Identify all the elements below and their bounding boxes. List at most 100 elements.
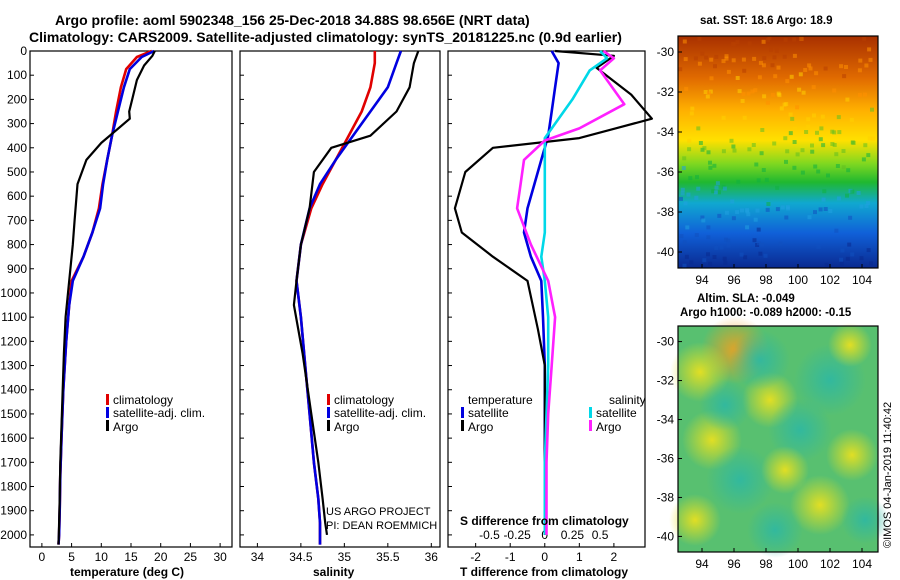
series-line-argo-salinity- (515, 49, 626, 535)
sst-speckle-cell (784, 159, 788, 164)
sla-blob (747, 502, 803, 558)
lon-tick-label: 98 (759, 273, 773, 287)
depth-tick-label: 1000 (0, 286, 27, 300)
legend-satellite-swatch (106, 407, 109, 418)
sst-speckle-cell (800, 170, 805, 175)
sst-speckle-cell (682, 39, 687, 44)
sst-speckle-cell (708, 165, 713, 170)
sst-speckle-cell (845, 193, 849, 198)
sst-speckle-cell (849, 117, 854, 122)
lat-tick-label: -40 (657, 245, 675, 259)
sst-speckle-cell (759, 151, 764, 156)
x2-tick-label: -0.25 (503, 528, 531, 542)
sst-speckle-cell (746, 212, 751, 217)
lat-tick-label: -38 (657, 205, 675, 219)
sst-speckle-cell (683, 201, 688, 206)
sst-speckle-cell (818, 207, 823, 212)
depth-tick-label: 1300 (0, 359, 27, 373)
sst-map-title: sat. SST: 18.6 Argo: 18.9 (700, 15, 833, 27)
sst-speckle-cell (717, 213, 722, 218)
sst-speckle-cell (750, 89, 755, 94)
sst-speckle-cell (774, 48, 779, 53)
lon-tick-label: 96 (727, 273, 741, 287)
temperature-xlabel: temperature (deg C) (70, 565, 184, 579)
x-tick-label: 35 (338, 550, 352, 564)
credit-line2: PI: DEAN ROEMMICH (326, 520, 437, 532)
sst-speckle-cell (806, 124, 811, 129)
sst-speckle-cell (811, 85, 816, 90)
legend-argo-swatch (106, 420, 109, 431)
sst-speckle-cell (708, 261, 713, 266)
sst-speckle-cell (726, 238, 731, 243)
sst-speckle-cell (706, 150, 711, 155)
diff-legend-sal-argo-label: Argo (596, 420, 622, 434)
sst-speckle-cell (821, 143, 826, 148)
sst-speckle-cell (680, 191, 685, 196)
x-tick-label: 20 (154, 550, 168, 564)
sst-speckle-cell (760, 128, 765, 132)
sst-speckle-cell (697, 61, 702, 66)
sst-speckle-cell (816, 169, 821, 174)
sst-speckle-cell (761, 39, 766, 44)
sst-speckle-cell (850, 189, 855, 194)
sst-speckle-cell (869, 261, 873, 266)
sst-speckle-cell (863, 92, 867, 97)
sst-speckle-cell (763, 253, 768, 258)
sst-speckle-cell (784, 215, 789, 220)
figure-title-line1: Argo profile: aoml 5902348_156 25-Dec-20… (55, 12, 530, 28)
sst-speckle-cell (739, 252, 744, 257)
sst-speckle-cell (813, 164, 818, 169)
sst-speckle-cell (735, 40, 740, 45)
sst-speckle-cell (743, 255, 748, 260)
sst-speckle-cell (694, 195, 699, 200)
sst-speckle-cell (730, 199, 735, 204)
depth-tick-label: 100 (7, 68, 27, 82)
sst-speckle-cell (689, 111, 694, 116)
sla-blob (699, 379, 751, 431)
sst-speckle-cell (756, 227, 761, 232)
sst-speckle-cell (687, 147, 692, 152)
sla-blob (841, 496, 889, 544)
sst-speckle-cell (778, 241, 783, 246)
lat-tick-label: -34 (657, 413, 675, 427)
sst-map-texture (678, 36, 876, 268)
sst-map-frame (677, 35, 879, 269)
sst-speckle-cell (836, 196, 841, 201)
x-tick-label: 1 (576, 550, 583, 564)
sst-speckle-cell (714, 185, 719, 190)
x-tick-label: 30 (213, 550, 227, 564)
sst-speckle-cell (795, 152, 800, 157)
sst-speckle-cell (765, 207, 770, 212)
sst-speckle-cell (684, 86, 689, 91)
sst-speckle-cell (772, 55, 777, 60)
sst-speckle-cell (769, 47, 773, 52)
sla-blob (761, 446, 809, 494)
sst-speckle-cell (815, 130, 819, 135)
sla-blob (828, 323, 872, 367)
sst-speckle-cell (745, 225, 750, 230)
sst-speckle-cell (839, 64, 844, 69)
sst-speckle-cell (797, 87, 802, 92)
sst-speckle-cell (789, 74, 794, 79)
x-tick-label: 0 (541, 550, 548, 564)
salinity-panel (239, 50, 441, 548)
depth-tick-label: 0 (20, 44, 27, 58)
x-tick-label: 35.5 (376, 550, 400, 564)
sst-speckle-cell (724, 56, 729, 61)
difference-x-axis: -2 -1 0 1 2 -0.5 -0.25 0 0.25 0.5 (470, 528, 617, 564)
sst-speckle-cell (851, 140, 856, 145)
sst-speckle-cell (814, 71, 819, 76)
sst-speckle-cell (857, 68, 862, 73)
sst-speckle-cell (715, 181, 720, 186)
diff-legend-sal-argo-swatch (589, 420, 592, 431)
credit-line1: US ARGO PROJECT (326, 506, 431, 518)
sst-speckle-cell (857, 92, 862, 97)
sst-speckle-cell (808, 66, 813, 71)
sst-speckle-cell (807, 215, 812, 220)
sal-legend-climatology-label: climatology (334, 393, 394, 407)
depth-tick-label: 900 (7, 262, 27, 276)
x-tick-label: 2 (611, 550, 618, 564)
sst-speckle-cell (837, 130, 842, 135)
sst-speckle-cell (709, 76, 714, 81)
